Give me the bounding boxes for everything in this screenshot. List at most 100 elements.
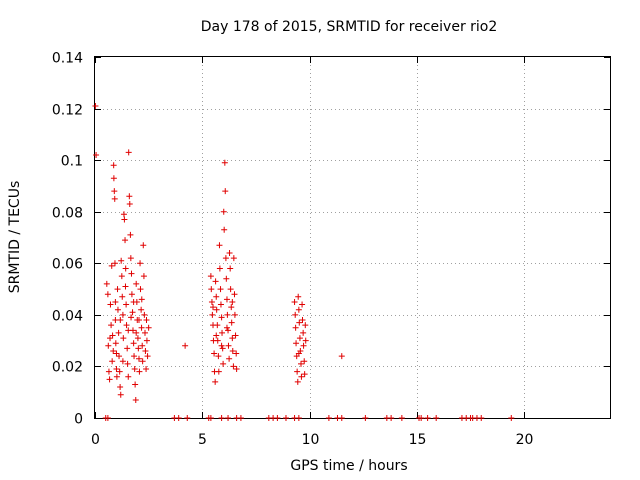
data-point xyxy=(107,335,114,342)
data-point xyxy=(141,311,148,318)
data-point xyxy=(141,329,148,336)
data-point xyxy=(218,415,225,421)
data-point xyxy=(211,350,218,357)
data-point xyxy=(111,260,118,267)
data-point xyxy=(325,415,332,421)
data-point xyxy=(424,415,431,421)
data-point xyxy=(300,342,307,349)
data-point xyxy=(302,337,309,344)
y-tick-label: 0.12 xyxy=(52,103,83,119)
grid-layer xyxy=(95,57,610,418)
data-point xyxy=(208,286,215,293)
data-point xyxy=(106,376,113,383)
data-point xyxy=(210,304,217,311)
data-point xyxy=(122,237,129,244)
y-tick-label: 0.14 xyxy=(52,51,83,67)
data-point xyxy=(221,226,228,233)
data-point xyxy=(128,314,135,321)
data-point xyxy=(418,415,425,421)
data-point xyxy=(128,270,135,277)
data-point xyxy=(122,265,129,272)
data-point xyxy=(362,415,369,421)
data-point xyxy=(388,415,395,421)
data-point xyxy=(237,415,244,421)
data-point xyxy=(338,353,345,360)
data-point xyxy=(119,311,126,318)
data-point xyxy=(478,415,485,421)
data-point xyxy=(215,353,222,360)
data-point xyxy=(213,293,220,300)
data-point xyxy=(119,358,126,365)
data-point xyxy=(209,311,216,318)
data-point xyxy=(127,255,134,262)
data-point xyxy=(223,275,230,282)
x-tick-label: 10 xyxy=(302,432,320,448)
data-point xyxy=(131,353,138,360)
data-point xyxy=(223,296,230,303)
data-point xyxy=(301,358,308,365)
data-point xyxy=(126,200,133,207)
data-point xyxy=(137,260,144,267)
data-point xyxy=(219,329,226,336)
y-tick-label: 0.1 xyxy=(61,154,83,170)
data-point xyxy=(182,342,189,349)
data-point xyxy=(508,415,515,421)
y-tick-labels: 0 0.02 0.04 0.06 0.08 0.1 0.12 0.14 xyxy=(52,51,83,428)
data-point xyxy=(130,340,137,347)
y-tick-label: 0 xyxy=(74,412,83,428)
data-point xyxy=(123,301,130,308)
data-point xyxy=(124,345,131,352)
data-point xyxy=(108,262,115,269)
chart-title: Day 178 of 2015, SRMTID for receiver rio… xyxy=(201,19,498,35)
data-point xyxy=(119,293,126,300)
data-point xyxy=(222,255,229,262)
data-point xyxy=(208,298,215,305)
data-point xyxy=(117,384,124,391)
data-point xyxy=(282,415,289,421)
data-point xyxy=(228,319,235,326)
data-point xyxy=(219,345,226,352)
data-point xyxy=(125,149,132,156)
data-point xyxy=(143,366,150,373)
data-point xyxy=(213,332,220,339)
data-point xyxy=(114,286,121,293)
data-point xyxy=(220,360,227,367)
data-point xyxy=(110,347,117,354)
data-point xyxy=(108,322,115,329)
data-point xyxy=(231,291,238,298)
x-tick-label: 20 xyxy=(516,432,534,448)
data-point xyxy=(107,301,114,308)
data-point xyxy=(225,342,232,349)
data-point xyxy=(112,340,119,347)
data-point xyxy=(228,304,235,311)
data-point xyxy=(294,368,301,375)
data-point xyxy=(214,322,221,329)
data-point xyxy=(227,265,234,272)
data-point xyxy=(227,286,234,293)
data-point xyxy=(118,273,125,280)
data-point xyxy=(125,373,132,380)
data-point xyxy=(212,278,219,285)
data-point xyxy=(112,298,119,305)
data-point xyxy=(123,322,130,329)
x-tick-labels: 0 5 10 15 20 xyxy=(91,432,533,448)
data-point xyxy=(116,368,123,375)
data-point xyxy=(132,381,139,388)
data-point xyxy=(139,342,146,349)
data-point xyxy=(140,273,147,280)
data-point xyxy=(117,317,124,324)
data-point xyxy=(292,324,299,331)
data-point xyxy=(221,159,228,166)
data-point xyxy=(117,391,124,398)
data-point xyxy=(118,257,125,264)
data-point xyxy=(300,329,307,336)
data-point xyxy=(222,188,229,195)
data-point xyxy=(229,347,236,354)
data-point xyxy=(229,298,236,305)
data-point xyxy=(136,368,143,375)
data-point xyxy=(125,327,132,334)
data-point xyxy=(142,347,149,354)
data-point xyxy=(225,327,232,334)
data-point xyxy=(121,216,128,223)
data-point xyxy=(298,360,304,367)
